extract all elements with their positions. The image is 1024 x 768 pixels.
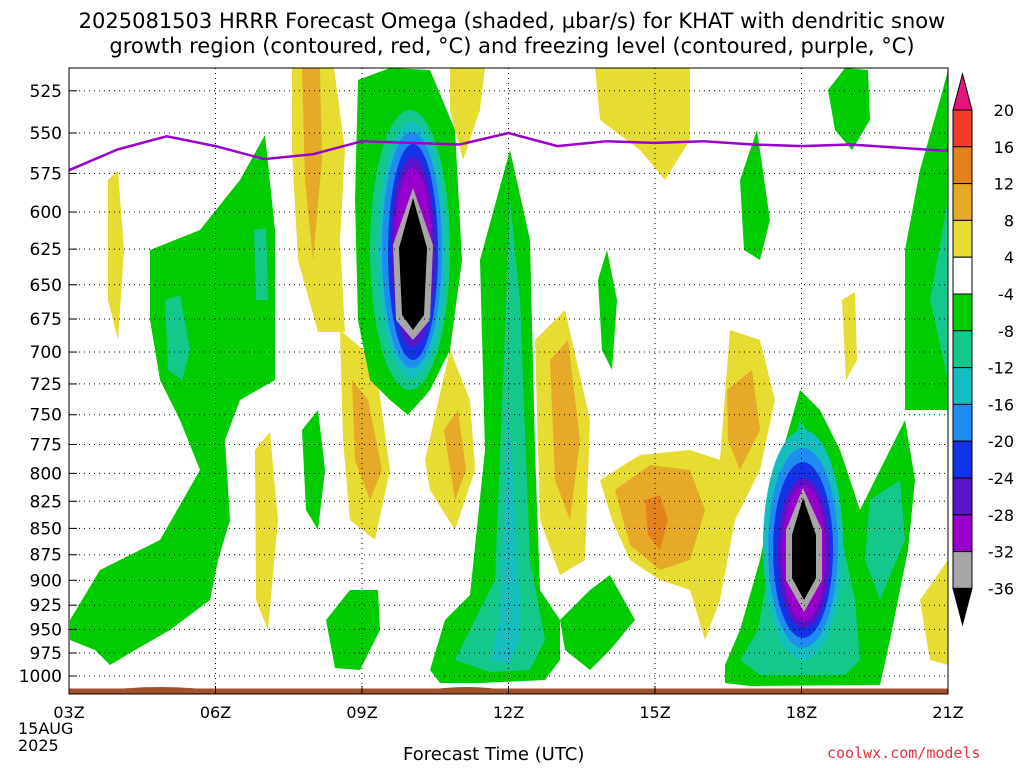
- y-tick-label: 975: [30, 644, 62, 664]
- colorbar-swatch: [952, 146, 973, 185]
- y-tick-label: 575: [30, 164, 62, 184]
- y-tick-label: 950: [30, 620, 62, 640]
- omega-positive-region: [645, 495, 668, 550]
- colorbar-swatch: [952, 293, 973, 332]
- omega-positive-region: [595, 68, 690, 180]
- y-axis: 525 550 575 600 625 650 675 700 725 750 775 800 825 8…: [19, 82, 77, 687]
- y-tick-label: 800: [30, 464, 62, 484]
- chart-title-line1: 2025081503 HRRR Forecast Omega (shaded, …: [78, 9, 946, 33]
- date-day: 15AUG: [18, 719, 74, 738]
- colorbar-label: 4: [1004, 248, 1014, 267]
- colorbar-swatch: [952, 330, 973, 369]
- date-label: 15AUG 2025: [18, 720, 73, 754]
- colorbar-swatch: [952, 219, 973, 258]
- y-tick-label: 1000: [19, 667, 62, 687]
- x-tick-label: 21Z: [932, 703, 963, 722]
- x-tick-label: 18Z: [786, 703, 817, 722]
- omega-positive-region: [108, 170, 124, 340]
- x-tick-label: 12Z: [493, 703, 524, 722]
- y-tick-label: 675: [30, 310, 62, 330]
- x-axis-title: Forecast Time (UTC): [403, 744, 585, 765]
- chart-title-line2: growth region (contoured, red, °C) and f…: [109, 34, 915, 58]
- colorbar-swatch: [952, 477, 973, 516]
- y-tick-label: 700: [30, 343, 62, 363]
- colorbar-extend-min: [952, 587, 973, 627]
- colorbar-swatch: [952, 514, 973, 553]
- date-year: 2025: [18, 736, 59, 755]
- omega-negative-region: [865, 480, 905, 600]
- omega-negative-region: [70, 135, 275, 665]
- y-tick-label: 625: [30, 240, 62, 260]
- x-tick-label: 06Z: [200, 703, 231, 722]
- omega-negative-region: [560, 575, 635, 670]
- y-tick-label: 650: [30, 276, 62, 296]
- omega-negative-region: [930, 200, 948, 380]
- colorbar-label: -24: [988, 469, 1014, 488]
- omega-positive-region: [450, 68, 485, 160]
- colorbar-label: -8: [998, 322, 1014, 341]
- colorbar-swatch: [952, 183, 973, 221]
- omega-negative-region: [302, 410, 325, 530]
- colorbar-label: 12: [994, 175, 1014, 194]
- omega-positive-region: [550, 340, 580, 520]
- x-axis: 03Z 06Z 09Z 12Z 15Z 18Z 21Z: [53, 686, 964, 722]
- site-watermark: coolwx.com/models: [827, 744, 981, 762]
- colorbar-extend-max: [952, 72, 973, 111]
- omega-positive-region: [727, 370, 760, 470]
- colorbar-label: -12: [988, 359, 1014, 378]
- omega-negative-region: [455, 200, 545, 672]
- freezing-level-contour: [68, 131, 949, 172]
- x-tick-label: 03Z: [53, 703, 84, 722]
- omega-negative-region: [740, 130, 770, 260]
- omega-positive-region: [842, 292, 857, 380]
- y-tick-label: 900: [30, 571, 62, 591]
- omega-negative-region: [254, 228, 268, 300]
- y-tick-label: 875: [30, 546, 62, 566]
- y-tick-label: 775: [30, 436, 62, 456]
- omega-negative-region: [828, 68, 870, 150]
- y-tick-label: 725: [30, 375, 62, 395]
- omega-negative-region: [326, 590, 380, 670]
- omega-positive-region: [255, 432, 278, 630]
- colorbar-label: -16: [988, 395, 1014, 414]
- y-tick-label: 550: [30, 124, 62, 144]
- colorbar-label: -28: [988, 506, 1014, 525]
- omega-positive-region: [352, 380, 382, 500]
- colorbar-label: 20: [994, 101, 1014, 120]
- colorbar: 20 16 12 8 4 -4 -8 -12 -16 -20 -24 -28 -32 -36: [952, 72, 1014, 627]
- colorbar-label: -20: [988, 432, 1014, 451]
- colorbar-label: 8: [1004, 211, 1014, 230]
- omega-positive-region: [920, 560, 948, 665]
- freezing-level-line: [68, 131, 949, 172]
- surface-bump: [100, 687, 220, 691]
- y-tick-label: 750: [30, 406, 62, 426]
- y-tick-label: 850: [30, 519, 62, 539]
- colorbar-swatch: [952, 256, 973, 295]
- colorbar-label: 16: [994, 138, 1014, 157]
- surface-bump: [420, 687, 510, 691]
- y-tick-label: 600: [30, 203, 62, 223]
- colorbar-label: -36: [988, 579, 1014, 598]
- x-tick-label: 09Z: [346, 703, 377, 722]
- omega-positive-region: [302, 68, 322, 260]
- y-tick-label: 825: [30, 492, 62, 512]
- colorbar-swatch: [952, 403, 973, 442]
- omega-core-max: [399, 198, 427, 330]
- omega-core-max: [792, 498, 816, 600]
- colorbar-swatch: [952, 551, 973, 589]
- omega-negative-region: [598, 250, 617, 370]
- colorbar-swatch: [952, 367, 973, 405]
- y-tick-label: 525: [30, 82, 62, 102]
- omega-positive-region: [444, 410, 466, 500]
- x-tick-label: 15Z: [639, 703, 670, 722]
- colorbar-label: -4: [998, 285, 1014, 304]
- colorbar-label: -32: [988, 543, 1014, 562]
- omega-negative-region: [165, 295, 190, 380]
- omega-negative-region: [490, 400, 520, 664]
- y-tick-label: 925: [30, 596, 62, 616]
- colorbar-swatch: [952, 440, 973, 479]
- colorbar-swatch: [952, 109, 973, 148]
